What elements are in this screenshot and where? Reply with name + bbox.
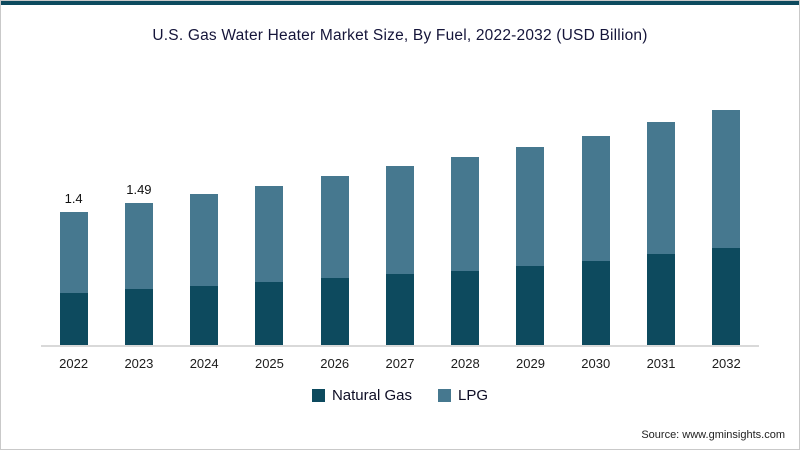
legend-label-natural-gas: Natural Gas: [331, 387, 413, 404]
chart-title: U.S. Gas Water Heater Market Size, By Fu…: [152, 27, 648, 44]
bar-segment-natural-gas: [712, 248, 741, 345]
bar-value-label: 1.4: [64, 191, 83, 206]
stacked-bar: [59, 212, 88, 345]
bar-column: 1.49: [106, 182, 171, 345]
x-axis-tick-label: 2027: [385, 356, 415, 371]
bar-segment-lpg: [516, 147, 545, 266]
x-axis-tick-label: 2026: [320, 356, 350, 371]
bar-column: [563, 136, 628, 345]
stacked-bar: [385, 166, 414, 345]
bar-segment-natural-gas: [59, 293, 88, 345]
bar-column: [367, 166, 432, 345]
x-axis-tick-label: 2031: [646, 356, 676, 371]
bar-value-label: 1.49: [126, 182, 152, 197]
bar-segment-lpg: [647, 122, 676, 254]
bar-column: [172, 194, 237, 345]
bar-segment-lpg: [190, 194, 219, 286]
x-axis-tick-label: 2025: [254, 356, 284, 371]
stacked-bar: [190, 194, 219, 345]
legend-item-lpg: LPG: [438, 387, 488, 404]
stacked-bar: [647, 122, 676, 345]
legend: Natural Gas LPG: [1, 387, 799, 404]
bar-segment-natural-gas: [451, 271, 480, 345]
legend-label-lpg: LPG: [458, 387, 489, 404]
bar-segment-natural-gas: [516, 266, 545, 345]
x-axis-tick-label: 2029: [516, 356, 545, 371]
stacked-bar: [451, 157, 480, 345]
bar-column: [302, 176, 367, 345]
bar-column: 1.4: [41, 191, 106, 345]
bar-segment-lpg: [255, 186, 284, 282]
x-axis-tick-label: 2028: [450, 356, 480, 371]
bar-segment-lpg: [581, 136, 610, 261]
bar-column: [498, 147, 563, 345]
x-axis-tick-label: 2023: [124, 356, 154, 371]
bar-segment-lpg: [320, 176, 349, 278]
bar-column: [433, 157, 498, 345]
legend-swatch-lpg: [438, 389, 452, 402]
bar-segment-natural-gas: [320, 278, 349, 345]
stacked-bar: [320, 176, 349, 345]
bar-segment-natural-gas: [581, 261, 610, 345]
bar-segment-lpg: [385, 166, 414, 274]
source-attribution: Source: www.gminsights.com: [641, 429, 785, 441]
bar-segment-lpg: [712, 110, 741, 248]
x-axis: 2022 2023 2024 2025 2026 2027 2028 2029 2030 2031…: [41, 347, 759, 371]
bar-column: [237, 186, 302, 345]
bar-segment-lpg: [451, 157, 480, 271]
legend-swatch-natural-gas: [311, 389, 325, 402]
bar-segment-lpg: [124, 203, 153, 289]
bar-segment-lpg: [59, 212, 88, 293]
plot-area: 1.4 1.49: [41, 97, 759, 347]
x-axis-tick-label: 2024: [189, 356, 219, 371]
bar-column: [694, 110, 759, 345]
x-axis-tick-label: 2030: [581, 356, 611, 371]
bar-segment-natural-gas: [385, 274, 414, 345]
x-axis-tick-label: 2022: [59, 356, 89, 371]
bar-segment-natural-gas: [255, 282, 284, 345]
bar-segment-natural-gas: [190, 286, 219, 345]
stacked-bar: [124, 203, 153, 345]
stacked-bar: [712, 110, 741, 345]
bar-column: [628, 122, 693, 345]
stacked-bar: [255, 186, 284, 345]
bar-segment-natural-gas: [647, 254, 676, 345]
top-accent-bar: [1, 1, 799, 5]
legend-item-natural-gas: Natural Gas: [311, 387, 413, 404]
stacked-bar: [516, 147, 545, 345]
bar-segment-natural-gas: [124, 289, 153, 345]
stacked-bar: [581, 136, 610, 345]
x-axis-tick-label: 2032: [711, 356, 741, 371]
